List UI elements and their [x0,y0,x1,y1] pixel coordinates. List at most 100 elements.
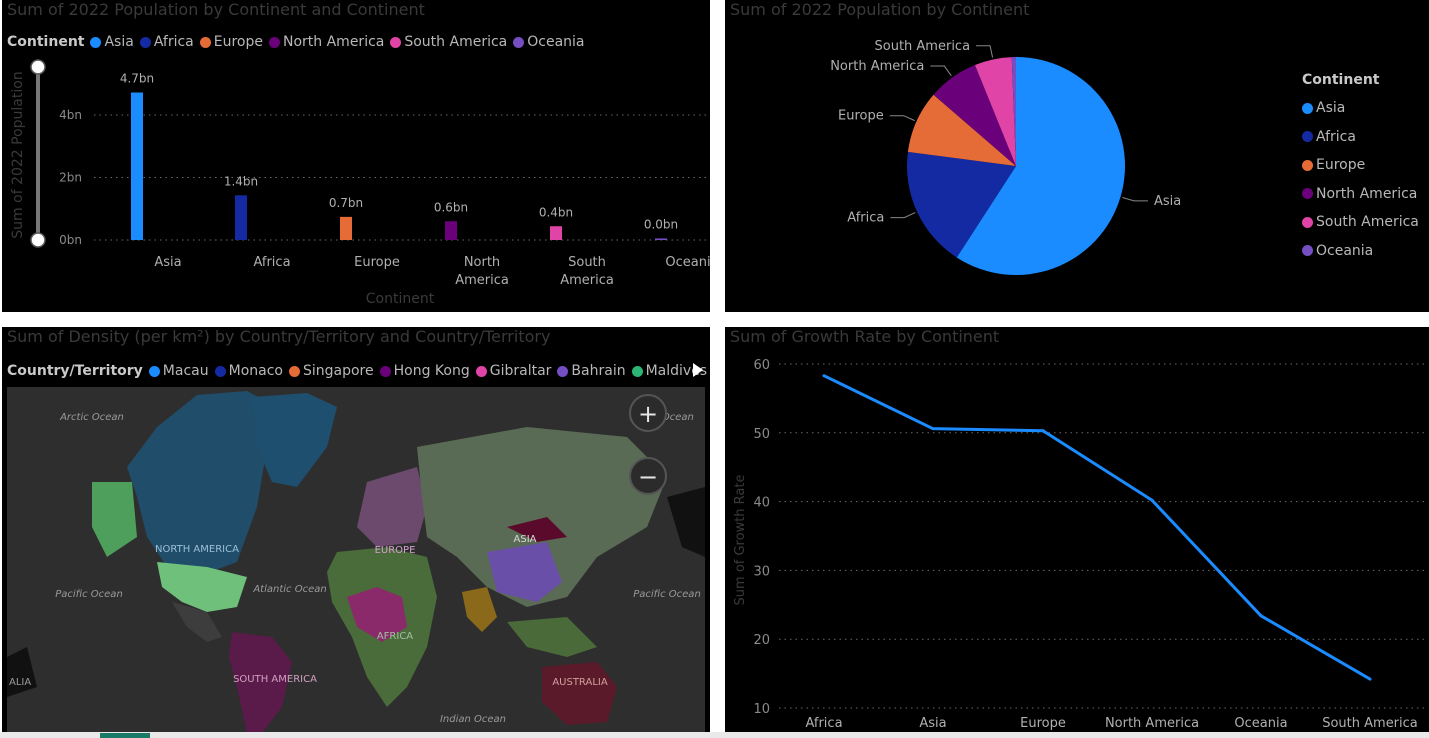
legend-dot [199,36,211,48]
bar-chart: Sum of 2022 Population Continent 0bn 2bn 4… [10,59,710,307]
bar-x-tick-label: Africa [253,255,290,270]
pie-leader-line [890,212,916,219]
legend-item-monaco[interactable]: Monaco [214,363,283,379]
bar-x-tick-label-line2: America [455,273,509,288]
pie-slice-africa [907,151,1016,258]
legend-item-gibraltar[interactable]: Gibraltar [475,363,552,379]
pie-data-label: North America [830,59,924,74]
zoom-in-button[interactable]: + [629,394,667,432]
line-point [822,374,826,378]
pie-legend-item-europe[interactable]: Europe [1302,151,1419,180]
pie-data-label: Europe [838,109,884,124]
line-x-tick-label: South America [1322,716,1418,731]
pie-legend-item-asia[interactable]: Asia [1302,94,1419,123]
legend-item-maldives[interactable]: Maldives [631,363,708,379]
legend-item-macau[interactable]: Macau [148,363,209,379]
bar-data-label: 1.4bn [224,174,258,188]
map-label-africa: AFRICA [377,631,413,642]
bar-north-america [445,221,457,240]
map-legend: Country/Territory Macau Monaco Singapore… [7,363,710,379]
pie-legend-item-south-america[interactable]: South America [1302,208,1419,237]
legend-dot [1302,216,1313,228]
legend-item-south-america[interactable]: South America [390,34,507,50]
line-y-tick-label: 50 [753,427,770,442]
bar-data-label: 0.4bn [539,205,573,219]
pie-legend-item-oceania[interactable]: Oceania [1302,237,1419,266]
pie-leader-line [1122,196,1148,202]
legend-label: South America [404,34,508,50]
line-x-tick-label: Africa [805,716,842,731]
map-label-asia: ASIA [514,534,537,545]
legend-item-north-america[interactable]: North America [269,34,384,50]
legend-dot [1302,131,1313,143]
density-map-panel: Sum of Density (per km²) by Country/Terr… [2,327,710,732]
map-legend-title: Country/Territory [7,363,143,379]
legend-item-africa[interactable]: Africa [139,34,194,50]
legend-item-bahrain[interactable]: Bahrain [557,363,626,379]
pie-slice-south-america [974,57,1016,166]
legend-item-oceania[interactable]: Oceania [513,34,585,50]
legend-item-asia[interactable]: Asia [90,34,134,50]
legend-item-europe[interactable]: Europe [199,34,263,50]
pie-legend-item-africa[interactable]: Africa [1302,123,1419,152]
bar-x-tick-label-line2: America [560,273,614,288]
legend-label: North America [283,34,385,50]
greenland-region [252,393,337,487]
usa-region [157,562,247,612]
legend-label: Asia [1316,100,1346,117]
bar-chart-title: Sum of 2022 Population by Continent and … [7,0,425,19]
legend-item-hong-kong[interactable]: Hong Kong [379,363,470,379]
legend-next-arrow-icon[interactable] [691,362,705,378]
map-label-atlantic: Atlantic Ocean [252,584,326,595]
line-point [1041,429,1045,433]
zoom-out-button[interactable]: − [629,457,667,495]
map-label-pacific-left: Pacific Ocean [55,589,123,600]
china-region [487,542,562,602]
pie-slice-asia [956,57,1125,275]
legend-label: Macau [162,363,209,379]
legend-label: Asia [104,34,134,50]
active-page-tab[interactable] [100,733,150,738]
line-y-tick-label: 10 [753,702,770,717]
y-zoom-slider-handle-bottom[interactable] [30,232,46,248]
mongolia-region [507,517,567,542]
legend-label: Europe [213,34,263,50]
map-label-north-america: NORTH AMERICA [155,544,239,555]
legend-label: Gibraltar [489,363,552,379]
pie-data-label: Africa [847,211,884,226]
legend-label: Oceania [1316,242,1374,259]
australia-region [542,662,617,725]
legend-item-singapore[interactable]: Singapore [288,363,374,379]
legend-label: Africa [1316,128,1356,145]
legend-dot [1302,245,1313,257]
pie-legend-item-north-america[interactable]: North America [1302,180,1419,209]
bar-data-label: 0.0bn [644,217,678,231]
pie-leader-line [930,65,952,77]
line-point [1150,498,1154,502]
line-x-tick-label: North America [1105,716,1199,731]
bar-x-tick-label: North [464,255,500,270]
map-label-south-america: SOUTH AMERICA [233,674,317,685]
growth-rate-line [823,374,1371,681]
map-label-europe: EUROPE [375,545,416,556]
legend-dot [288,365,300,377]
world-map[interactable]: Arctic Ocean Arctic Ocean NORTH AMERICA … [7,387,705,732]
legend-dot [269,36,280,48]
legend-label: Oceania [527,34,585,50]
legend-dot [390,36,402,48]
map-label-alia: ALIA [9,677,31,688]
bar-x-tick-label: Asia [154,255,181,270]
legend-label: Africa [153,34,194,50]
minus-icon: − [637,463,659,491]
central-africa-region [347,587,407,642]
bar-south-america [550,226,562,240]
legend-label: Maldives [645,363,708,379]
bar-oceania [655,238,667,240]
y-zoom-slider-handle-top[interactable] [30,59,46,75]
bar-asia [131,92,143,240]
south-america-region [229,632,292,732]
pie-leader-line [976,45,994,58]
west-edge-region [7,647,37,697]
bar-data-label: 4.7bn [120,72,154,86]
bar-y-axis-label: Sum of 2022 Population [10,71,26,238]
